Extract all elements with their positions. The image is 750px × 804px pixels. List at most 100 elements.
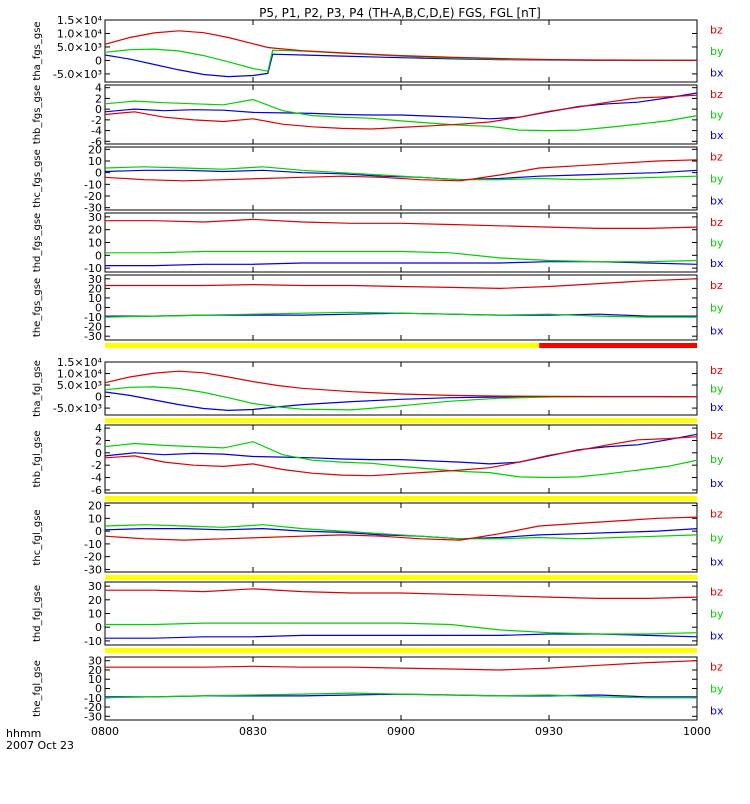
x-tick-label: 0800 — [91, 725, 119, 738]
legend-bz: bz — [710, 507, 723, 520]
legend-bz: bz — [710, 585, 723, 598]
y-tick-label: 0 — [95, 683, 102, 696]
y-tick-label: 30 — [88, 211, 102, 224]
series-bx-line — [105, 391, 697, 412]
y-tick-label: 5.0×10³ — [57, 379, 102, 392]
y-tick-label: 10 — [88, 292, 102, 305]
status-bar-yellow — [105, 418, 697, 423]
y-tick-label: -5.0×10³ — [53, 68, 102, 81]
series-bx-line — [105, 53, 697, 78]
y-tick-label: 1.0×10⁴ — [57, 368, 103, 381]
series-bz-line — [105, 159, 697, 182]
y-axis-label: thb_fgl_gse — [32, 431, 43, 488]
series-bz-line — [105, 278, 697, 290]
x-tick-label: 1000 — [683, 725, 711, 738]
y-tick-label: 10 — [88, 155, 102, 168]
y-tick-label: 0 — [95, 249, 102, 262]
panel-frame — [104, 424, 698, 494]
panel-thb_fgl: 420-2-4-6 thb_fgl_gse bz by bx — [32, 422, 724, 501]
legend-by: by — [710, 302, 724, 315]
y-tick-label: 30 — [88, 580, 102, 593]
y-tick-label: 0 — [95, 391, 102, 404]
legend-by: by — [710, 383, 724, 396]
legend-by: by — [710, 109, 724, 122]
y-tick-label: 20 — [88, 224, 102, 237]
y-tick-label: 4 — [95, 422, 102, 435]
y-tick-label: -30 — [84, 710, 102, 723]
status-bar-red — [539, 343, 697, 348]
x-tick-label: 0830 — [239, 725, 267, 738]
y-tick-label: 1.0×10⁴ — [57, 27, 103, 40]
legend-by: by — [710, 237, 724, 250]
y-tick-label: 20 — [88, 594, 102, 607]
y-tick-label: 30 — [88, 655, 102, 668]
y-axis-label: thd_fgl_gse — [32, 585, 43, 642]
legend-bz: bz — [710, 88, 723, 101]
y-tick-label: 20 — [88, 664, 102, 677]
y-tick-label: 4 — [95, 82, 102, 95]
series-bx-line — [105, 92, 697, 120]
series-by-line — [105, 524, 697, 540]
y-tick-label: 0 — [95, 447, 102, 460]
y-tick-label: 20 — [88, 282, 102, 295]
legend-bx: bx — [710, 129, 724, 142]
footer-hhmm: hhmm — [6, 727, 41, 740]
y-tick-label: 2 — [95, 92, 102, 105]
y-tick-label: -4 — [91, 472, 102, 485]
series-by-line — [105, 166, 697, 181]
y-tick-label: -10 — [84, 311, 102, 324]
figure-title: P5, P1, P2, P3, P4 (TH-A,B,C,D,E) FGS, F… — [259, 6, 541, 20]
series-by-line — [105, 250, 697, 263]
y-tick-label: 0 — [95, 621, 102, 634]
x-tick-label: 0930 — [535, 725, 563, 738]
legend-by: by — [710, 45, 724, 58]
y-tick-label: 30 — [88, 273, 102, 286]
status-bar-yellow — [105, 648, 697, 653]
y-tick-label: -20 — [84, 190, 102, 203]
legend-bx: bx — [710, 705, 724, 718]
y-tick-label: -10 — [84, 262, 102, 275]
y-axis-label: thc_fgl_gse — [32, 509, 43, 565]
y-tick-label: -6 — [91, 135, 102, 148]
legend-bx: bx — [710, 257, 724, 270]
y-tick-label: -4 — [91, 125, 102, 138]
y-tick-label: 10 — [88, 237, 102, 250]
y-tick-label: 1.5×10⁴ — [57, 14, 103, 27]
legend-bz: bz — [710, 364, 723, 377]
y-axis-label: the_fgs_gse — [32, 278, 43, 337]
y-axis-label: tha_fgl_gse — [32, 360, 43, 417]
footer-date: 2007 Oct 23 — [6, 739, 74, 752]
legend-bz: bz — [710, 150, 723, 163]
legend-bx: bx — [710, 195, 724, 208]
legend-bz: bz — [710, 216, 723, 229]
legend-by: by — [710, 683, 724, 696]
y-tick-label: -10 — [84, 635, 102, 648]
series-by-line — [105, 441, 697, 479]
status-bar-yellow — [105, 496, 697, 501]
y-tick-label: 0 — [95, 54, 102, 67]
x-tick-label: 0900 — [387, 725, 415, 738]
y-tick-label: -30 — [84, 330, 102, 343]
series-bz-line — [105, 370, 697, 398]
legend-by: by — [710, 453, 724, 466]
y-tick-label: 5.0×10³ — [57, 41, 102, 54]
series-bz-line — [105, 436, 697, 477]
panels-group: 1.5×10⁴1.0×10⁴5.0×10³0-5.0×10³tha_fgs_gs… — [32, 14, 724, 723]
y-tick-label: 0 — [95, 103, 102, 116]
legend-by: by — [710, 173, 724, 186]
y-axis-label: tha_fgs_gse — [32, 21, 43, 80]
y-axis-label: thc_fgs_gse — [32, 149, 43, 208]
series-bz-line — [105, 94, 697, 130]
y-tick-label: -5.0×10³ — [53, 402, 102, 415]
panel-thb_fgs: 420-2-4-6 thb_fgs_gse bz by bx — [32, 82, 724, 149]
status-bar-yellow — [105, 343, 540, 348]
y-tick-label: -20 — [84, 701, 102, 714]
legend-bx: bx — [710, 477, 724, 490]
